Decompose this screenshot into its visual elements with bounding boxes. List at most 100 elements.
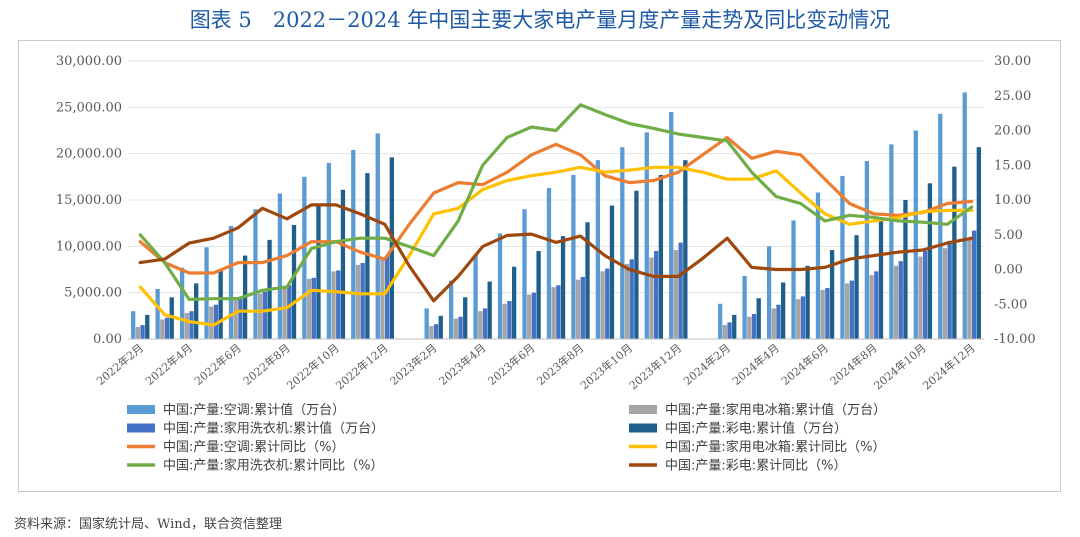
bar <box>140 325 145 339</box>
x-axis-tick-label: 2022年2月 <box>93 341 146 388</box>
legend-label: 中国:产量:空调:累计值（万台） <box>163 402 345 418</box>
bar <box>893 265 899 339</box>
bar <box>258 293 263 339</box>
bar <box>164 317 170 339</box>
series-line <box>138 203 974 303</box>
bar <box>453 318 458 339</box>
x-axis-tick-label: 2023年4月 <box>436 341 489 388</box>
bar <box>776 304 781 339</box>
bar <box>311 277 316 339</box>
chart-svg: 0.00 5,000.00 10,000.00 15,000.00 20,000.00 2… <box>56 54 1036 474</box>
bar <box>800 296 806 339</box>
bar <box>864 161 870 339</box>
bar <box>878 219 884 339</box>
x-axis-tick-label: 2024年6月 <box>778 341 831 388</box>
legend-label: 中国:产量:彩电:累计值（万台） <box>665 421 847 437</box>
bar <box>718 303 723 339</box>
bar <box>605 268 610 339</box>
bar <box>287 285 292 339</box>
bar <box>918 256 923 339</box>
bar <box>673 250 679 339</box>
bar <box>805 265 810 339</box>
right-axis-tick-label: 30.00 <box>994 54 1031 69</box>
bar <box>967 239 972 339</box>
bar <box>889 144 894 339</box>
bar <box>429 326 434 339</box>
bar <box>253 209 258 339</box>
bar <box>438 315 443 339</box>
left-axis-tick-label: 10,000.00 <box>56 239 122 254</box>
legend-label: 中国:产量:家用电冰箱:累计同比（%） <box>665 439 886 455</box>
bar <box>536 250 541 339</box>
bar <box>756 298 761 339</box>
bar <box>923 250 928 339</box>
x-axis-tick-label: 2022年6月 <box>191 341 244 388</box>
bar <box>781 282 786 339</box>
bar <box>575 279 581 339</box>
x-axis-tick-label: 2024年4月 <box>729 341 782 388</box>
legend-label: 中国:产量:家用洗衣机:累计值（万台） <box>163 421 384 437</box>
right-axis-tick-label: 20.00 <box>994 124 1031 139</box>
bar <box>678 242 683 339</box>
right-axis-tick-label: -5.00 <box>994 297 1027 312</box>
bar <box>874 271 879 339</box>
bar <box>179 267 185 339</box>
bar <box>771 308 776 339</box>
legend: 中国:产量:空调:累计值（万台） 中国:产量:家用电冰箱:累计值（万台） 中国:产量… <box>127 402 886 474</box>
legend-swatch <box>629 405 657 414</box>
bar <box>634 190 639 339</box>
left-axis-tick-label: 15,000.00 <box>56 193 122 208</box>
bar <box>424 308 429 339</box>
bar <box>507 301 512 339</box>
bar <box>751 313 757 339</box>
left-axis-tick-label: 30,000.00 <box>56 54 122 69</box>
bar <box>546 187 552 339</box>
bar <box>228 225 234 339</box>
bar <box>747 316 752 339</box>
bar <box>766 246 772 339</box>
bar <box>658 174 664 339</box>
bar <box>620 147 625 339</box>
bar <box>194 283 199 339</box>
bar <box>829 250 835 339</box>
bar <box>213 304 219 339</box>
left-axis-tick-label: 5,000.00 <box>64 286 122 301</box>
bar <box>282 286 287 339</box>
bar <box>952 166 957 339</box>
bar <box>742 275 747 339</box>
left-axis-tick-label: 20,000.00 <box>56 147 122 162</box>
bar <box>160 319 165 339</box>
legend-label: 中国:产量:空调:累计同比（%） <box>163 440 345 455</box>
x-axis-tick-label: 2023年12月 <box>626 341 684 393</box>
bar <box>522 209 527 339</box>
bar <box>903 200 908 339</box>
bar <box>331 271 336 339</box>
bar <box>155 288 160 339</box>
bar <box>458 316 463 339</box>
legend-label: 中国:产量:家用洗衣机:累计同比（%） <box>163 458 384 474</box>
legend-swatch <box>127 405 155 414</box>
bar <box>644 132 649 339</box>
bar <box>463 297 468 339</box>
x-axis-tick-label: 2023年2月 <box>387 341 440 388</box>
bar <box>380 258 385 339</box>
bar <box>375 133 380 339</box>
bar <box>448 280 454 339</box>
bar <box>262 291 268 339</box>
left-axis-tick-label: 25,000.00 <box>56 100 122 115</box>
bar <box>624 263 630 339</box>
bar <box>585 222 590 339</box>
bar <box>898 261 903 339</box>
bar <box>189 311 194 339</box>
bar <box>722 325 727 339</box>
bar <box>654 250 659 339</box>
bar <box>649 257 654 339</box>
x-axis-tick-label: 2022年4月 <box>142 341 195 388</box>
bar <box>340 189 346 339</box>
bar <box>502 303 507 339</box>
bar <box>336 270 341 339</box>
bar <box>849 280 854 339</box>
line-layer <box>138 103 974 327</box>
bar <box>962 92 967 339</box>
bar <box>527 294 532 339</box>
